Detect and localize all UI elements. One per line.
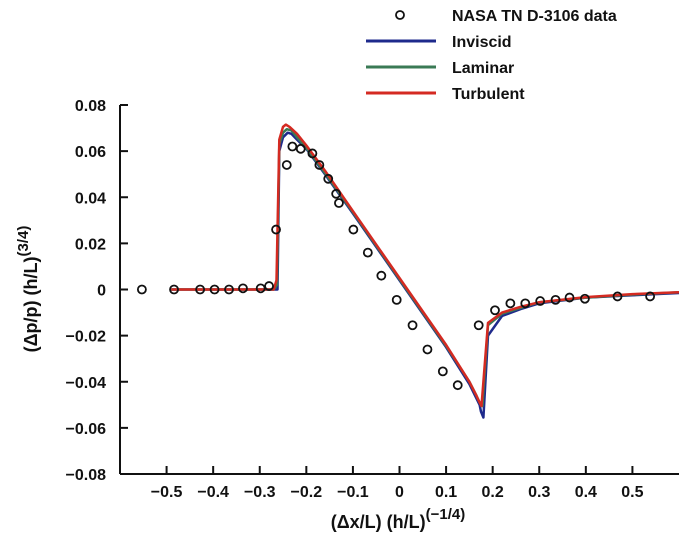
data-point <box>314 160 325 170</box>
data-point <box>295 143 306 154</box>
data-point <box>362 247 373 258</box>
data-point <box>271 224 281 235</box>
x-tick-label: 0.4 <box>575 484 597 501</box>
series-line-turbulent <box>171 123 679 408</box>
y-axis-label: (Δp/p) (h/L)(3/4) <box>15 226 41 353</box>
y-tick-label: −0.06 <box>66 421 107 438</box>
data-point <box>169 284 179 295</box>
data-point <box>209 284 220 295</box>
data-point <box>564 292 575 303</box>
y-tick-label: 0.06 <box>75 144 106 161</box>
data-point <box>323 173 334 184</box>
data-point <box>331 188 342 199</box>
data-point <box>391 294 402 305</box>
data-point <box>334 198 344 208</box>
y-ticks: −0.08 −0.06 −0.04 −0.02 0 0.02 0.04 0.06 0.08 <box>66 98 128 484</box>
data-point <box>376 270 387 281</box>
legend-label: Turbulent <box>452 86 525 103</box>
data-point <box>580 293 590 304</box>
y-tick-label: 0.08 <box>75 98 106 115</box>
data-point <box>505 298 516 309</box>
data-point <box>612 291 623 302</box>
x-tick-label: 0 <box>395 484 404 501</box>
data-point <box>348 224 359 235</box>
legend-label: Inviscid <box>452 34 512 51</box>
x-tick-label: 0.3 <box>528 484 550 501</box>
legend: NASA TN D-3106 data Inviscid Laminar Turbul… <box>366 8 617 103</box>
legend-label: NASA TN D-3106 data <box>452 8 617 25</box>
x-tick-label: −0.3 <box>244 484 276 501</box>
data-point <box>407 320 418 331</box>
y-tick-label: −0.02 <box>66 329 107 346</box>
series-lines <box>171 123 679 419</box>
x-ticks: −0.5 −0.4 −0.3 −0.2 −0.1 0 0.1 0.2 0.3 0.4 0.5 <box>151 466 644 501</box>
data-point <box>287 141 298 152</box>
data-point <box>195 284 206 295</box>
data-point <box>136 284 147 295</box>
data-point <box>490 305 500 316</box>
y-tick-label: 0 <box>97 283 106 300</box>
y-axis-label-exponent: (3/4) <box>15 226 32 257</box>
x-axis-label-exponent: (−1/4) <box>426 506 466 523</box>
data-point <box>224 284 234 295</box>
data-point <box>452 380 463 391</box>
legend-marker <box>395 10 405 20</box>
x-axis-label: (Δx/L) (h/L)(−1/4) <box>331 506 466 532</box>
x-tick-label: −0.1 <box>337 484 369 501</box>
x-tick-label: 0.1 <box>435 484 457 501</box>
legend-label: Laminar <box>452 60 514 77</box>
y-tick-label: −0.04 <box>66 375 107 392</box>
plot-area: −0.5 −0.4 −0.3 −0.2 −0.1 0 0.1 0.2 0.3 0.4 0.5 −0.… <box>66 98 679 501</box>
data-point <box>437 366 448 377</box>
y-axis-label-main: (Δp/p) (h/L) <box>21 256 41 352</box>
data-point <box>550 294 561 305</box>
data-point <box>473 320 484 331</box>
x-tick-label: 0.2 <box>482 484 504 501</box>
x-axis-label-main: (Δx/L) (h/L) <box>331 512 426 532</box>
x-tick-label: 0.5 <box>621 484 643 501</box>
data-points <box>136 141 656 391</box>
series-line-inviscid <box>171 131 679 419</box>
x-tick-label: −0.2 <box>291 484 323 501</box>
y-tick-label: 0.02 <box>75 236 106 253</box>
data-point <box>281 160 292 170</box>
data-point <box>255 283 266 294</box>
data-point <box>307 148 318 159</box>
data-point <box>422 344 433 355</box>
data-point <box>264 281 274 291</box>
data-point <box>645 291 656 302</box>
series-line-laminar <box>171 127 679 408</box>
data-point <box>535 296 546 306</box>
x-tick-label: −0.4 <box>197 484 229 501</box>
x-tick-label: −0.5 <box>151 484 183 501</box>
data-point <box>238 283 248 294</box>
y-tick-label: 0.04 <box>75 190 106 207</box>
data-point <box>520 298 531 309</box>
y-tick-label: −0.08 <box>66 467 107 484</box>
